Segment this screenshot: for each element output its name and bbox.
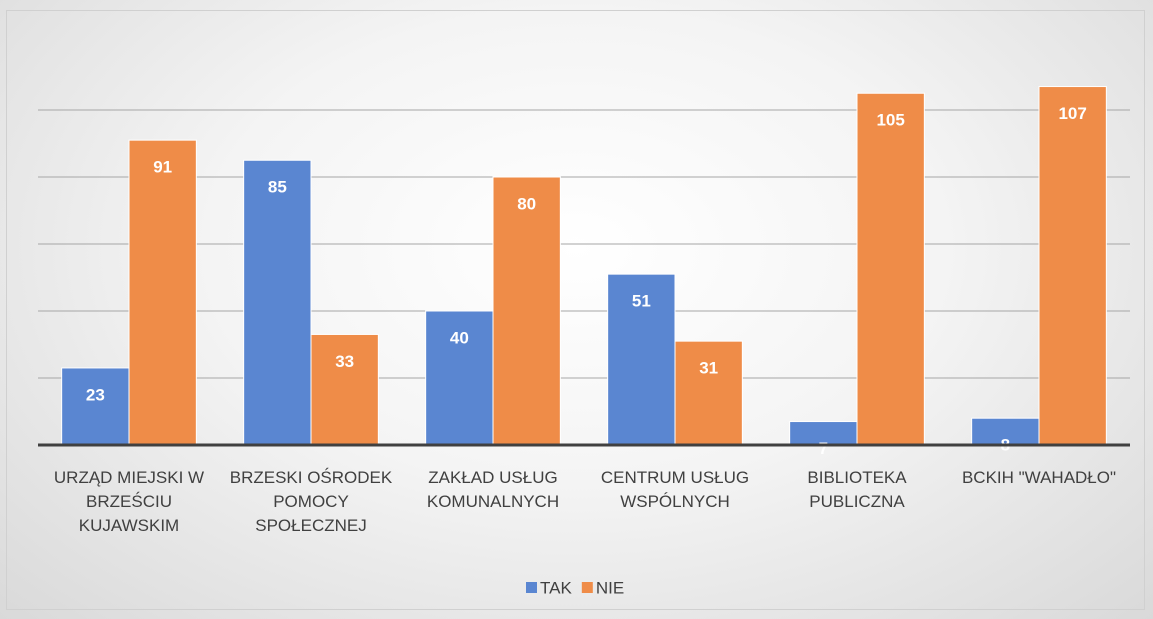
bar bbox=[856, 92, 925, 446]
bar bbox=[492, 176, 561, 446]
x-tick-label: CENTRUM USŁUG WSPÓLNYCH bbox=[600, 468, 750, 511]
data-label: 23 bbox=[86, 385, 105, 404]
data-label: 91 bbox=[153, 158, 172, 177]
data-label: 7 bbox=[819, 439, 828, 458]
bar bbox=[1038, 86, 1107, 446]
bar bbox=[128, 139, 197, 446]
data-label: 31 bbox=[699, 359, 718, 378]
data-label: 105 bbox=[876, 111, 904, 130]
data-label: 51 bbox=[632, 292, 651, 311]
legend-swatch bbox=[581, 582, 593, 593]
data-label: 40 bbox=[450, 328, 469, 347]
legend-swatch bbox=[526, 582, 537, 593]
x-tick-label: URZĄD MIEJSKI W BRZEŚCIU KUJAWSKIM bbox=[53, 468, 205, 535]
bar bbox=[61, 367, 130, 446]
chart-frame bbox=[6, 10, 1145, 610]
legend-label: NIE bbox=[596, 578, 624, 597]
data-label: 33 bbox=[335, 352, 354, 371]
bar bbox=[243, 159, 312, 446]
data-label: 107 bbox=[1058, 104, 1086, 123]
bar bbox=[425, 310, 494, 446]
x-tick-label: BCKIH "WAHADŁO" bbox=[961, 468, 1117, 487]
data-label: 80 bbox=[517, 194, 536, 213]
x-tick-label: BIBLIOTEKA PUBLICZNA bbox=[807, 468, 907, 511]
x-tick-label: BRZESKI OŚRODEK POMOCY SPOŁECZNEJ bbox=[229, 468, 393, 535]
bar bbox=[674, 340, 743, 446]
data-label: 85 bbox=[268, 178, 287, 197]
x-tick-label: ZAKŁAD USŁUG KOMUNALNYCH bbox=[426, 468, 560, 511]
legend-label: TAK bbox=[540, 578, 572, 597]
bar bbox=[310, 333, 379, 446]
